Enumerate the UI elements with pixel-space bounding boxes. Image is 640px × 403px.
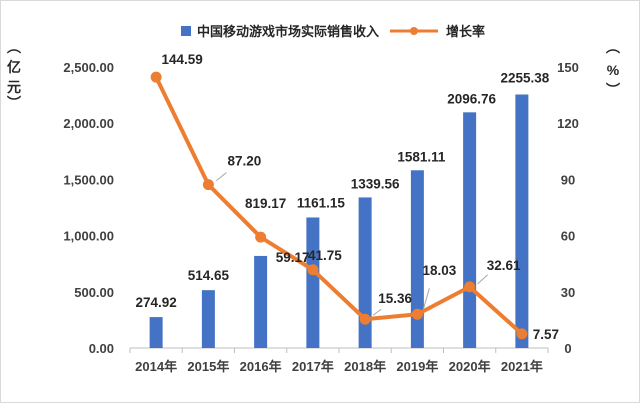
x-tick-label: 2020年 xyxy=(449,359,491,374)
bar xyxy=(149,317,163,348)
bar xyxy=(463,112,477,348)
growth-line-path xyxy=(154,75,524,336)
growth-point xyxy=(359,313,371,325)
growth-line xyxy=(150,71,528,340)
bar xyxy=(358,197,372,348)
growth-point xyxy=(307,264,319,276)
bar-value-label: 1161.15 xyxy=(297,195,346,210)
y-right-tick-label: 120 xyxy=(557,116,579,131)
left-axis-unit: ︵ 亿 元 ︶ xyxy=(6,39,21,111)
right-unit-paren-open: ︵ xyxy=(605,39,620,55)
growth-point xyxy=(516,328,528,340)
left-unit-paren-open: ︵ xyxy=(6,39,21,55)
growth-value-label: 7.57 xyxy=(533,327,559,342)
x-tick-label: 2018年 xyxy=(344,359,386,374)
bar-value-label: 514.65 xyxy=(188,268,230,283)
bar-value-label: 2255.38 xyxy=(500,70,549,85)
leader-line xyxy=(372,308,382,316)
bars xyxy=(149,94,529,348)
bar-value-label: 1339.56 xyxy=(351,176,400,191)
y-right-tick-label: 60 xyxy=(561,229,575,244)
legend-bar-label: 中国移动游戏市场实际销售收入 xyxy=(197,24,379,39)
growth-value-label: 18.03 xyxy=(422,263,456,278)
right-unit-label: % xyxy=(607,62,620,78)
x-tick-label: 2019年 xyxy=(396,359,438,374)
left-unit-paren-close: ︶ xyxy=(6,95,21,111)
growth-value-label: 41.75 xyxy=(308,248,342,263)
right-axis-unit: ︵ % ︶ xyxy=(605,39,620,98)
left-unit-char-1: 亿 xyxy=(7,59,21,75)
y-right-tick-label: 30 xyxy=(561,285,575,300)
growth-point xyxy=(150,71,162,83)
data-labels: 274.92 514.65 819.17 1161.15 1339.56 1581.11 2… xyxy=(135,52,559,342)
bar xyxy=(515,94,529,348)
bar-value-label: 819.17 xyxy=(245,196,286,211)
bar-value-label: 1581.11 xyxy=(397,149,446,164)
legend-line-marker xyxy=(410,27,418,35)
bar xyxy=(201,290,215,348)
leader-line xyxy=(216,172,227,182)
growth-point xyxy=(202,179,214,191)
legend: 中国移动游戏市场实际销售收入 增长率 xyxy=(181,24,485,39)
leader-line xyxy=(422,288,430,310)
y-left-tick-label: 0.00 xyxy=(89,341,114,356)
x-tick-label: 2015年 xyxy=(187,359,229,374)
x-tick-label: 2014年 xyxy=(135,359,177,374)
y-right-tick-label: 150 xyxy=(557,60,579,75)
right-unit-paren-close: ︶ xyxy=(605,82,620,98)
legend-line-label: 增长率 xyxy=(446,24,485,39)
x-tick-label: 2016年 xyxy=(240,359,282,374)
growth-value-label: 87.20 xyxy=(227,154,261,169)
left-unit-char-2: 元 xyxy=(7,79,21,95)
x-tick-label: 2021年 xyxy=(501,359,543,374)
growth-value-label: 144.59 xyxy=(161,52,202,67)
growth-point xyxy=(255,231,267,243)
y-right-tick-label: 0 xyxy=(564,341,571,356)
y-left-tick-label: 1,000.00 xyxy=(63,229,114,244)
bar xyxy=(254,255,268,348)
axes: 2014年 2015年 2016年 2017年 2018年 2019年 2020年 2021年… xyxy=(63,60,578,374)
growth-point xyxy=(464,281,476,293)
growth-point xyxy=(411,308,423,320)
growth-value-label: 32.61 xyxy=(487,258,521,273)
legend-bar-swatch xyxy=(181,26,191,36)
x-tick-label: 2017年 xyxy=(292,359,334,374)
bar xyxy=(306,217,320,348)
bar-value-label: 274.92 xyxy=(135,295,176,310)
growth-value-label: 15.36 xyxy=(378,291,412,306)
growth-value-label: 59.17 xyxy=(276,250,310,265)
y-left-tick-label: 1,500.00 xyxy=(63,172,114,187)
leader-line xyxy=(477,274,488,285)
y-left-tick-label: 2,000.00 xyxy=(63,116,114,131)
bar-value-label: 2096.76 xyxy=(447,91,496,106)
y-left-tick-label: 2,500.00 xyxy=(63,60,114,75)
y-right-tick-label: 90 xyxy=(561,172,575,187)
bar xyxy=(410,170,424,348)
y-left-tick-label: 500.00 xyxy=(74,285,114,300)
